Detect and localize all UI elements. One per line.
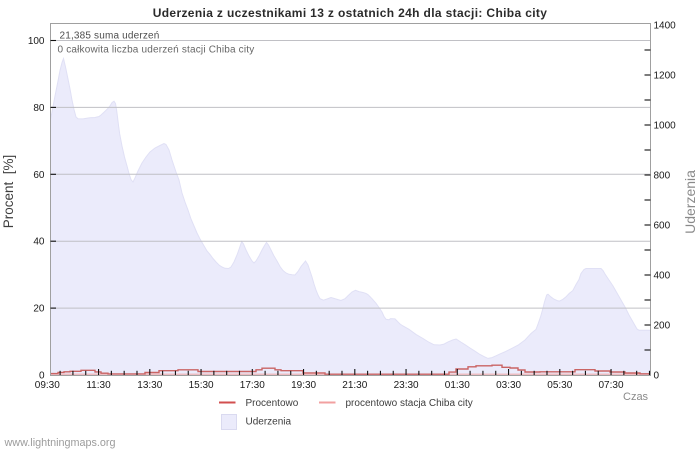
svg-text:procentowo stacja Chiba city: procentowo stacja Chiba city <box>346 398 473 409</box>
svg-text:1400: 1400 <box>654 21 677 32</box>
svg-text:40: 40 <box>33 237 45 248</box>
svg-text:17:30: 17:30 <box>240 380 265 391</box>
svg-text:19:30: 19:30 <box>291 380 316 391</box>
svg-text:0: 0 <box>39 371 45 382</box>
svg-text:01:30: 01:30 <box>445 380 470 391</box>
svg-text:21,385 suma uderzeń: 21,385 suma uderzeń <box>60 30 160 41</box>
svg-text:0: 0 <box>654 371 660 382</box>
svg-text:23:30: 23:30 <box>394 380 419 391</box>
svg-text:0 całkowita liczba uderzeń sta: 0 całkowita liczba uderzeń stacji Chiba … <box>58 44 255 55</box>
svg-text:100: 100 <box>28 36 45 47</box>
svg-text:800: 800 <box>654 171 671 182</box>
svg-text:Uderzenia: Uderzenia <box>246 417 292 428</box>
svg-text:1000: 1000 <box>654 121 677 132</box>
svg-text:09:30: 09:30 <box>35 380 60 391</box>
svg-text:600: 600 <box>654 221 671 232</box>
svg-text:Uderzenia: Uderzenia <box>682 170 698 234</box>
svg-text:400: 400 <box>654 271 671 282</box>
svg-text:13:30: 13:30 <box>137 380 162 391</box>
svg-text:11:30: 11:30 <box>86 380 111 391</box>
svg-text:www.lightningmaps.org: www.lightningmaps.org <box>4 437 116 449</box>
svg-text:05:30: 05:30 <box>547 380 572 391</box>
svg-text:200: 200 <box>654 321 671 332</box>
svg-text:Procentowo: Procentowo <box>246 398 299 409</box>
svg-text:03:30: 03:30 <box>496 380 521 391</box>
svg-text:80: 80 <box>33 103 45 114</box>
svg-text:15:30: 15:30 <box>189 380 214 391</box>
svg-text:Czas: Czas <box>623 391 649 403</box>
svg-text:07:30: 07:30 <box>598 380 623 391</box>
svg-text:20: 20 <box>33 304 45 315</box>
svg-text:Uderzenia z uczestnikami 13 z: Uderzenia z uczestnikami 13 z ostatnich … <box>153 6 548 20</box>
svg-text:Procent [%]: Procent [%] <box>1 155 16 229</box>
svg-text:1200: 1200 <box>654 71 677 82</box>
svg-text:21:30: 21:30 <box>342 380 367 391</box>
svg-text:60: 60 <box>33 170 45 181</box>
